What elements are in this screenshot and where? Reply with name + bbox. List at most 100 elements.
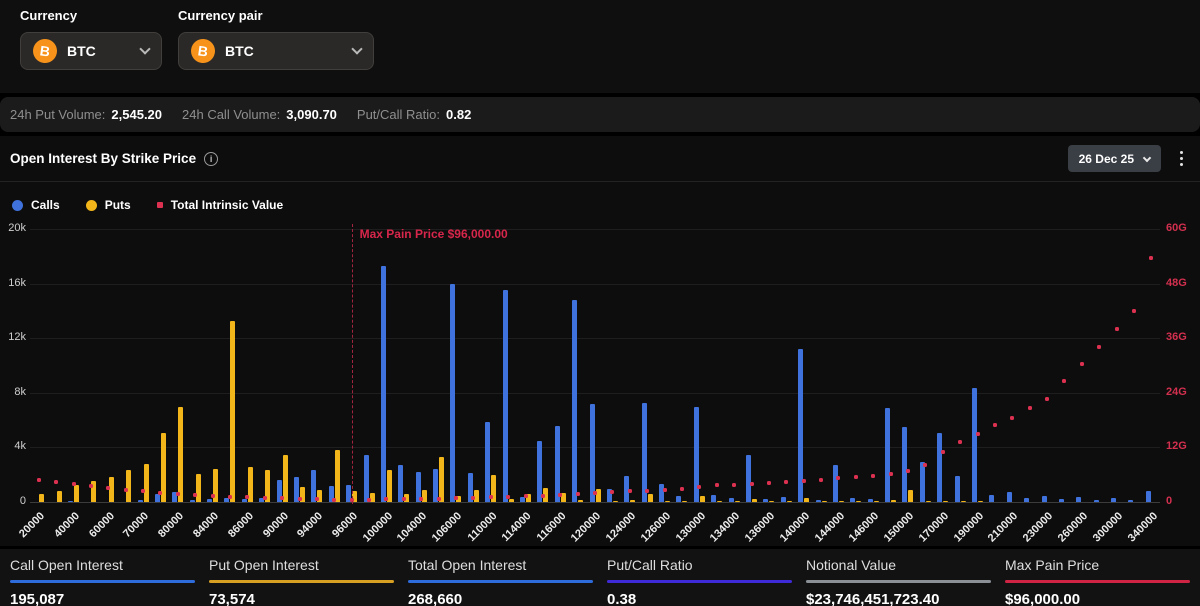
call-bar-145000 [850,497,856,502]
intrinsic-value-dot-104000 [419,496,424,501]
intrinsic-value-dot-40000 [71,482,76,487]
max-pain-annotation: Max Pain Price $96,000.00 [359,227,508,241]
call-bar-320000 [1128,500,1134,502]
expiry-date-selector[interactable]: 26 Dec 25 [1067,145,1161,172]
chart-title: Open Interest By Strike Price [10,151,197,166]
legend-item-total-intrinsic-value[interactable]: Total Intrinsic Value [156,198,283,212]
put-bar-138000 [786,500,792,502]
legend-item-calls[interactable]: Calls [12,198,60,212]
plot-area [30,229,1160,503]
intrinsic-value-dot-136000 [766,481,771,486]
put-bar-122000 [612,500,618,502]
intrinsic-value-dot-84000 [210,494,215,499]
intrinsic-value-dot-106000 [453,496,458,501]
intrinsic-value-dot-65000 [123,487,128,492]
call-bar-40000 [68,500,73,502]
chart-menu-button[interactable] [1177,148,1186,169]
intrinsic-value-dot-20000 [36,478,41,483]
call-bar-106000 [450,283,456,502]
gridline [30,392,1160,394]
intrinsic-value-dot-90000 [280,496,285,501]
call-bar-340000 [1145,491,1151,502]
right-axis-tick: 12G [1166,440,1187,453]
card-label: Put Open Interest [209,557,319,573]
summary-panel: Call Open Interest 195,087 Put Open Intere… [0,549,1200,606]
intrinsic-value-dot-148000 [888,471,893,476]
put-bar-190000 [978,500,983,502]
x-axis-label-80000: 80000 [156,510,187,541]
intrinsic-value-dot-138000 [784,480,789,484]
put-bar-116000 [560,493,566,502]
intrinsic-value-dot-128000 [679,486,684,491]
put-bar-60000 [108,476,114,502]
intrinsic-value-dot-142000 [819,477,823,482]
card-accent-underline [607,580,792,583]
put-bar-142000 [821,500,827,502]
call-bar-148000 [885,407,890,502]
call-bar-118000 [572,300,578,502]
call-bar-92000 [294,476,299,502]
intrinsic-value-dot-86000 [245,495,250,500]
put-bar-136000 [769,500,775,502]
stat-value: 2,545.20 [111,107,163,122]
call-bar-124000 [624,476,630,502]
put-bar-104000 [421,490,427,502]
card-accent-underline [10,580,195,583]
x-axis-label-104000: 104000 [395,510,430,545]
intrinsic-value-dot-280000 [1097,345,1102,350]
currency-pair-dropdown[interactable]: B BTC [178,32,374,70]
call-bar-100000 [380,266,386,502]
put-bar-180000 [960,500,966,502]
stat-item-0: 24h Put Volume: 2,545.20 [10,107,162,122]
intrinsic-value-dot-160000 [923,463,928,468]
chart-legend: Calls Puts Total Intrinsic Value [12,198,283,212]
call-bar-126000 [659,484,664,502]
currency-filter: Currency B BTC [20,8,162,70]
intrinsic-value-dot-200000 [992,423,997,428]
intrinsic-value-dot-240000 [1062,379,1067,383]
stat-value: 3,090.70 [286,107,337,122]
right-y-axis: 0 12G 24G 36G 48G 60G [1164,222,1200,507]
intrinsic-value-dot-126000 [662,487,667,492]
card-value: 195,087 [10,591,65,606]
currency-pair-dropdown-value: BTC [225,43,254,59]
call-bar-90000 [276,480,282,502]
intrinsic-value-dot-30000 [54,480,59,484]
legend-item-puts[interactable]: Puts [85,198,131,212]
filters-panel: Currency B BTC Currency pair B BTC [0,0,1200,93]
intrinsic-value-dot-98000 [367,497,371,502]
card-value: 0.38 [607,591,637,606]
intrinsic-value-dot-190000 [975,432,980,437]
right-axis-tick: 0 [1166,495,1173,507]
put-bar-132000 [717,500,723,502]
put-bar-105000 [439,457,444,502]
put-bar-144000 [838,500,844,502]
put-bar-146000 [873,500,879,502]
call-bar-135000 [746,455,751,502]
chevron-down-icon [351,43,363,55]
intrinsic-value-dot-60000 [106,486,111,491]
put-bar-145000 [856,500,862,502]
intrinsic-value-dot-118000 [575,492,580,497]
x-axis-label-110000: 110000 [465,510,500,545]
summary-card-call-open-interest: Call Open Interest 195,087 [10,554,195,606]
info-icon[interactable]: i [204,151,219,166]
card-label: Put/Call Ratio [607,557,693,573]
put-bar-70000 [143,463,149,502]
x-axis-label-60000: 60000 [86,510,117,541]
currency-dropdown[interactable]: B BTC [20,32,162,70]
right-axis-tick: 36G [1166,331,1187,344]
put-bar-135000 [752,499,757,502]
put-bar-118000 [578,499,584,502]
x-axis-label-170000: 170000 [916,510,952,545]
chart-header: Open Interest By Strike Price i 26 Dec 2… [0,136,1200,182]
intrinsic-value-dot-88000 [262,495,267,500]
call-bar-230000 [1041,495,1047,502]
x-axis-label-106000: 106000 [429,510,465,545]
put-bar-128000 [682,500,688,502]
x-axis-label-210000: 210000 [986,510,1021,545]
call-bar-102000 [398,464,404,502]
currency-pair-label: Currency pair [178,8,263,23]
call-bar-84000 [207,499,212,502]
left-axis-tick: 12k [8,331,26,344]
